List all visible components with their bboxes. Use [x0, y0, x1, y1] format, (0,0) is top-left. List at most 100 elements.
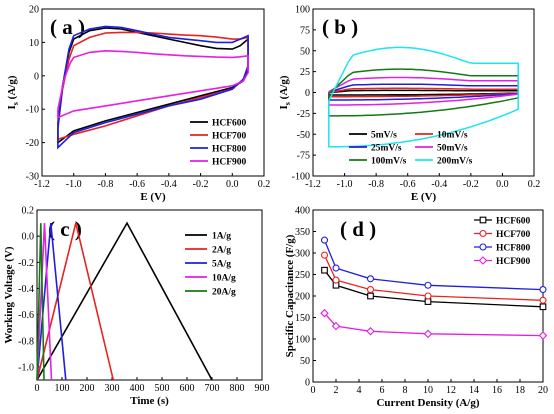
y-tick-label: 0	[305, 378, 310, 389]
cv-curve-100mv-s	[328, 68, 519, 117]
y-tick-label: -10	[26, 105, 39, 116]
data-point-marker	[479, 243, 487, 251]
legend-label: 10A/g	[212, 274, 236, 284]
data-point-marker	[321, 266, 328, 274]
y-tick-label: 75	[300, 25, 310, 36]
data-point-marker	[424, 298, 432, 305]
x-tick-label: 200	[80, 383, 95, 394]
y-tick-label: -0.6	[18, 310, 34, 321]
y-tick-label: 250	[295, 270, 310, 281]
x-tick-label: 14	[469, 385, 479, 396]
y-tick-label: -0.2	[18, 258, 34, 269]
x-tick-label: 0	[35, 383, 40, 394]
x-tick-label: 700	[205, 383, 220, 394]
x-tick-label: 0.2	[528, 179, 541, 190]
data-point-marker	[367, 292, 374, 300]
data-point-marker	[332, 276, 340, 284]
data-point-marker	[332, 264, 340, 272]
y-tick-label: 0.0	[22, 232, 35, 243]
legend-label: HCF900	[212, 158, 247, 168]
y-tick-label: 50	[300, 356, 310, 367]
x-tick-label: 900	[255, 383, 270, 394]
x-tick-label: 300	[105, 383, 120, 394]
data-point-marker	[424, 281, 432, 289]
legend-label: HCF800	[212, 145, 247, 155]
gcd-curve-20a-g	[36, 223, 45, 381]
x-tick-label: 20	[538, 385, 548, 396]
legend-label: HCF700	[212, 132, 247, 142]
y-axis-title: Is (A/g)	[278, 75, 292, 109]
data-point-marker	[366, 326, 375, 336]
capacitance-line-hcf900	[324, 312, 544, 337]
legend-label: 200mV/s	[437, 157, 473, 167]
x-tick-label: 16	[492, 385, 502, 396]
legend-label: 1A/g	[212, 232, 231, 242]
y-tick-label: -30	[26, 172, 39, 183]
x-tick-label: 18	[515, 385, 525, 396]
x-tick-label: 6	[380, 385, 385, 396]
x-axis-title: E (V)	[411, 191, 437, 203]
x-tick-label: 10	[423, 385, 433, 396]
legend-label: HCF600	[212, 119, 247, 129]
legend-label: HCF600	[496, 217, 531, 227]
y-tick-label: -1.0	[18, 362, 34, 373]
x-tick-label: -0.2	[193, 179, 209, 190]
legend-label: HCF800	[496, 244, 531, 254]
y-tick-label: -20	[26, 138, 39, 149]
x-tick-label: -1.2	[34, 179, 50, 190]
panel-a: -1.2 -1.0 -0.8 -0.6 -0.4 -0.2 0.0 0.2 -30 -20 -10 0…	[6, 5, 270, 204]
data-point-marker	[423, 329, 433, 339]
y-tick-label: 300	[295, 249, 310, 260]
x-tick-label: -0.8	[98, 179, 114, 190]
x-tick-label: 800	[230, 383, 245, 394]
y-axis-title-main: I	[6, 105, 18, 109]
panel-tag: ( b )	[322, 15, 358, 39]
y-tick-label: 10	[29, 38, 39, 49]
legend-label: HCF900	[496, 257, 531, 267]
x-tick-label: -0.8	[368, 179, 384, 190]
plot-frame	[41, 8, 265, 177]
data-point-marker	[478, 256, 488, 265]
gcd-curve-1a-g	[36, 221, 213, 381]
data-point-marker	[320, 308, 329, 318]
data-point-marker	[320, 251, 329, 259]
x-tick-label: 12	[446, 385, 456, 396]
data-point-marker	[539, 285, 547, 294]
x-tick-label: -0.4	[431, 179, 447, 190]
data-point-marker	[479, 229, 487, 238]
data-point-marker	[479, 216, 487, 224]
panel-d: 0 2 4 6 8 10 12 14 16 18 2005010015020025030035040…	[284, 206, 548, 410]
cv-curve-hcf700	[57, 31, 249, 141]
y-axis-title-main: I	[278, 105, 290, 109]
legend-label: 5A/g	[212, 260, 231, 270]
y-axis-title-unit: (A/g)	[6, 75, 18, 102]
legend-label: 50mV/s	[437, 144, 468, 154]
data-point-marker	[539, 296, 547, 304]
y-tick-label: 200	[295, 292, 310, 303]
x-tick-label: -0.6	[400, 179, 416, 190]
data-point-marker	[538, 331, 548, 340]
y-tick-label: 25	[300, 67, 310, 78]
y-tick-label: 100	[295, 5, 310, 16]
x-tick-label: -1.2	[305, 179, 321, 190]
y-axis-title: Is (A/g)	[6, 75, 20, 109]
y-tick-label: 0.2	[22, 206, 35, 217]
data-point-marker	[366, 275, 375, 283]
x-axis-title: Time (s)	[130, 395, 169, 407]
y-tick-label: -25	[297, 109, 310, 120]
panel-b: -1.2 -1.0 -0.8 -0.6 -0.4 -0.2 0.0 0.2 -100 -75 -50…	[278, 5, 540, 204]
data-point-marker	[320, 236, 329, 244]
x-tick-label: 8	[403, 385, 408, 396]
x-tick-label: 0.2	[258, 179, 271, 190]
x-tick-label: 4	[357, 385, 362, 396]
legend-label: 5mV/s	[371, 131, 397, 141]
panel-tag: ( c )	[48, 217, 82, 241]
y-tick-label: 350	[295, 227, 310, 238]
legend-label: 2A/g	[212, 246, 231, 256]
y-tick-label: 50	[300, 46, 310, 57]
x-tick-label: 400	[130, 383, 145, 394]
x-axis-title: Current Density (A/g)	[376, 397, 479, 409]
x-axis-title: E (V)	[140, 191, 166, 203]
y-tick-label: 100	[295, 335, 310, 346]
